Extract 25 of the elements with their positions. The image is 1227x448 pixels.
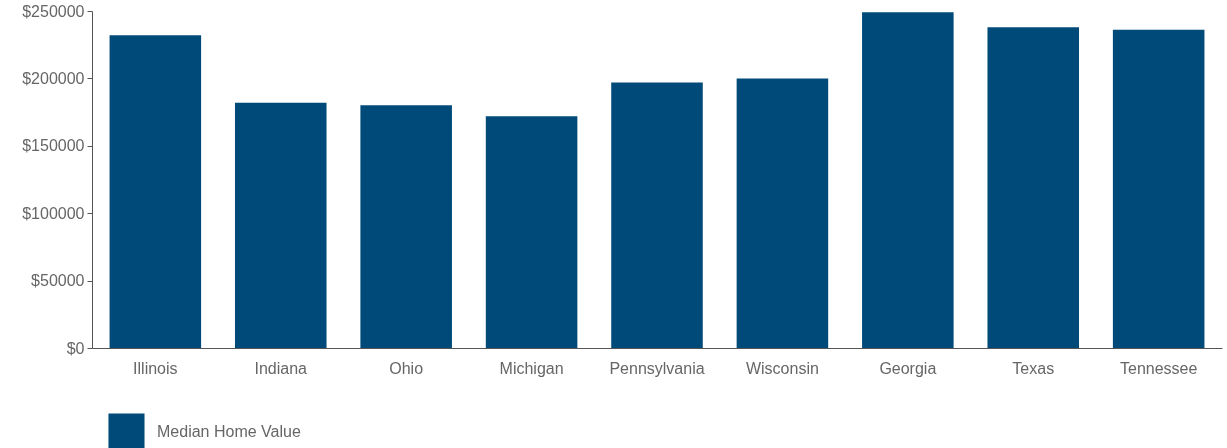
y-tick-label: $250000	[22, 2, 85, 20]
x-tick-label: Pennsylvania	[609, 359, 705, 377]
x-tick-label: Michigan	[499, 359, 564, 377]
bar	[234, 102, 327, 348]
x-tick-label: Indiana	[254, 359, 308, 377]
bar	[109, 35, 202, 348]
x-tick-label: Wisconsin	[745, 359, 819, 377]
x-tick-label: Illinois	[133, 359, 178, 377]
x-tick-label: Tennessee	[1119, 359, 1198, 377]
x-tick-label: Texas	[1012, 359, 1055, 377]
legend-label: Median Home Value	[157, 422, 301, 440]
x-tick-label: Ohio	[389, 359, 424, 377]
bar	[1112, 29, 1205, 348]
y-tick-label: $150000	[22, 137, 85, 155]
x-tick-label: Georgia	[879, 359, 937, 377]
bar	[736, 78, 829, 348]
y-tick-label: $100000	[22, 204, 85, 222]
bar	[360, 105, 452, 348]
bar	[611, 82, 703, 348]
y-tick-label: $0	[66, 339, 85, 357]
bar	[485, 116, 578, 348]
y-tick-label: $50000	[31, 272, 85, 290]
bar	[987, 27, 1080, 348]
y-tick-label: $200000	[22, 69, 85, 87]
bar	[862, 12, 954, 348]
